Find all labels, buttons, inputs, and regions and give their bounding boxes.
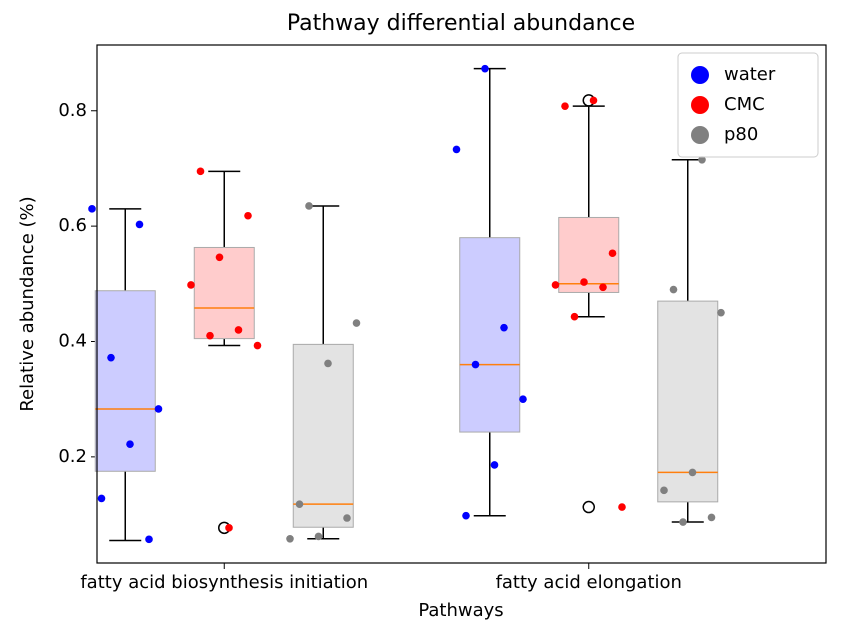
y-tick-label: 0.8 xyxy=(58,100,87,121)
point xyxy=(215,253,224,262)
point xyxy=(452,145,461,154)
point xyxy=(352,319,361,327)
point xyxy=(244,211,252,220)
point xyxy=(500,323,508,332)
y-axis-label: Relative abundance (%) xyxy=(17,196,38,411)
point xyxy=(519,395,527,403)
point xyxy=(471,360,480,369)
point xyxy=(561,102,569,110)
legend-box xyxy=(677,52,819,158)
box xyxy=(558,216,620,293)
point xyxy=(225,524,233,532)
point xyxy=(679,518,687,526)
point xyxy=(206,331,214,340)
box xyxy=(292,343,354,528)
point xyxy=(717,308,725,317)
x-axis-label: Pathways xyxy=(418,600,503,621)
point xyxy=(107,353,115,362)
point xyxy=(286,534,294,543)
flier xyxy=(582,500,595,514)
y-tick-label: 0.2 xyxy=(58,446,87,467)
box xyxy=(657,300,719,503)
point xyxy=(580,278,588,286)
point xyxy=(490,461,499,469)
point xyxy=(599,283,607,292)
point xyxy=(343,514,351,522)
point xyxy=(707,513,716,522)
box xyxy=(94,290,156,472)
point xyxy=(660,486,668,495)
legend-label: p80 xyxy=(724,124,758,145)
point xyxy=(305,202,313,210)
point xyxy=(314,532,323,541)
point xyxy=(253,341,262,350)
y-tick-label: 0.6 xyxy=(58,215,87,236)
point xyxy=(126,440,134,448)
point xyxy=(688,468,697,477)
point xyxy=(97,494,106,503)
y-tick-label: 0.4 xyxy=(58,330,87,351)
legend-label: CMC xyxy=(724,94,765,115)
chart-title: Pathway differential abundance xyxy=(287,11,635,36)
point xyxy=(618,503,626,511)
x-tick-label: fatty acid biosynthesis initiation xyxy=(80,572,368,593)
point xyxy=(295,500,304,508)
point xyxy=(145,535,153,544)
x-tick-label: fatty acid elongation xyxy=(496,572,682,593)
legend-label: water xyxy=(724,64,776,85)
point xyxy=(135,220,144,229)
point xyxy=(187,281,195,289)
point xyxy=(88,205,96,213)
point xyxy=(234,326,243,334)
point xyxy=(570,312,579,321)
legend-marker xyxy=(691,126,709,144)
point xyxy=(324,359,332,368)
point xyxy=(196,167,205,176)
point xyxy=(154,405,163,413)
point xyxy=(481,64,489,73)
point xyxy=(698,155,706,164)
box xyxy=(193,246,255,340)
point xyxy=(589,96,598,105)
box xyxy=(459,237,521,433)
point xyxy=(669,285,678,294)
legend-marker xyxy=(691,66,709,84)
point xyxy=(462,511,470,520)
point xyxy=(551,281,560,289)
plot-frame xyxy=(96,44,827,564)
legend-marker xyxy=(691,96,709,114)
point xyxy=(608,249,617,258)
